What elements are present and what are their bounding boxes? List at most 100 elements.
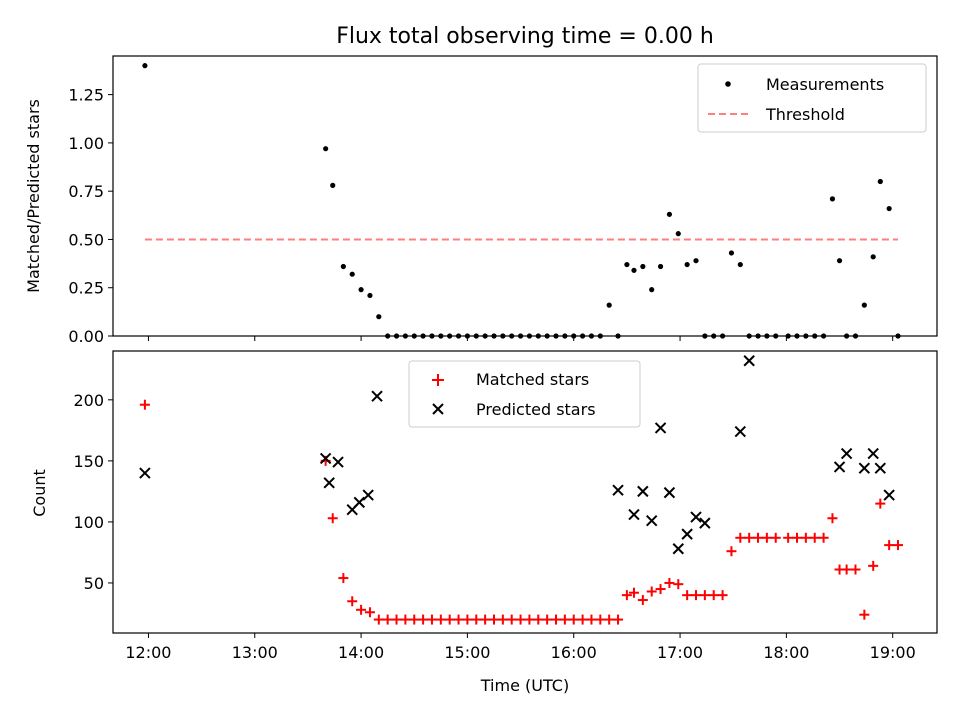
measurement-point — [631, 267, 637, 273]
measurement-point — [349, 271, 355, 277]
top-y-tick-label: 0.25 — [68, 279, 104, 298]
x-tick-label: 17:00 — [657, 643, 703, 662]
matched-star-point — [893, 540, 904, 551]
bottom-legend: Matched stars Predicted stars — [408, 360, 641, 428]
matched-star-point — [708, 590, 719, 601]
x-tick-label: 18:00 — [763, 643, 809, 662]
predicted-star-point — [681, 528, 693, 540]
bottom-y-tick-label: 150 — [73, 452, 104, 471]
top-y-tick-label: 0.75 — [68, 182, 104, 201]
matched-star-point — [382, 614, 393, 625]
matched-star-point — [850, 564, 861, 575]
measurement-point — [624, 261, 630, 268]
matched-star-point — [841, 564, 852, 575]
matched-star-point — [735, 532, 746, 543]
matched-star-point — [409, 614, 420, 625]
legend-predicted-marker — [432, 403, 444, 415]
top-plot-area — [142, 63, 901, 339]
matched-star-point — [859, 609, 870, 620]
legend-matched-marker — [432, 374, 444, 386]
predicted-star-point — [840, 447, 853, 460]
predicted-star-point — [743, 355, 755, 367]
predicted-star-point — [323, 477, 335, 489]
matched-star-point — [753, 532, 764, 543]
matched-star-point — [347, 596, 358, 607]
measurement-point — [340, 263, 346, 270]
matched-star-point — [868, 560, 879, 571]
x-tick-label: 13:00 — [232, 643, 278, 662]
matched-star-point — [827, 513, 838, 524]
measurement-point — [737, 261, 743, 268]
matched-star-point — [792, 532, 803, 543]
matched-star-point — [655, 584, 666, 595]
matched-star-point — [875, 498, 886, 509]
measurement-point — [684, 261, 690, 268]
top-y-tick-label: 1.25 — [68, 86, 104, 105]
predicted-star-point — [883, 489, 895, 501]
x-tick-label: 16:00 — [551, 643, 597, 662]
legend-measurements-label: Measurements — [766, 75, 884, 94]
matched-star-point — [621, 590, 632, 601]
measurement-point — [877, 178, 883, 185]
predicted-star-point — [353, 496, 366, 509]
matched-star-point — [809, 532, 820, 543]
matched-star-point — [577, 614, 588, 625]
measurement-point — [323, 146, 329, 152]
measurement-point — [606, 302, 612, 308]
matched-star-point — [637, 595, 648, 606]
matched-star-point — [462, 614, 473, 625]
matched-star-point — [338, 573, 349, 584]
predicted-star-point — [734, 425, 747, 438]
predicted-star-point — [654, 422, 667, 434]
measurement-point — [142, 63, 148, 69]
matched-star-point — [542, 614, 553, 625]
matched-star-point — [691, 590, 702, 601]
measurement-point — [829, 196, 836, 202]
measurement-point — [675, 231, 681, 237]
predicted-star-point — [332, 456, 344, 468]
predicted-star-point — [319, 452, 332, 465]
matched-star-point — [480, 614, 491, 625]
matched-star-point — [533, 614, 544, 625]
matched-star-point — [628, 587, 639, 598]
matched-star-point — [646, 586, 657, 597]
measurement-point — [376, 314, 382, 320]
measurement-point — [640, 263, 646, 270]
bottom-y-tick-label: 200 — [73, 391, 104, 410]
matched-star-point — [418, 614, 429, 625]
measurement-point — [861, 302, 867, 308]
top-y-tick-label: 0.00 — [68, 327, 104, 346]
matched-star-point — [426, 614, 437, 625]
bottom-y-axis-label: Count — [30, 469, 49, 517]
x-tick-label: 15:00 — [444, 643, 490, 662]
matched-star-point — [488, 614, 499, 625]
bottom-legend-box — [408, 360, 641, 428]
matched-star-point — [327, 513, 338, 524]
x-axis-label: Time (UTC) — [480, 676, 569, 695]
matched-star-point — [551, 614, 562, 625]
measurement-point — [693, 258, 699, 264]
x-tick-label: 14:00 — [338, 643, 384, 662]
predicted-star-point — [833, 461, 846, 473]
predicted-star-point — [663, 486, 676, 499]
matched-star-point — [761, 532, 772, 543]
matched-star-point — [400, 614, 411, 625]
measurement-point — [358, 287, 364, 293]
predicted-star-point — [371, 390, 383, 402]
matched-star-point — [453, 614, 464, 625]
matched-star-point — [139, 399, 150, 410]
measurement-point — [836, 258, 843, 264]
legend-threshold-label: Threshold — [765, 105, 845, 124]
predicted-star-point — [628, 508, 640, 521]
predicted-star-point — [637, 485, 649, 498]
predicted-star-point — [672, 543, 684, 555]
matched-star-point — [613, 614, 624, 625]
matched-star-point — [559, 614, 570, 625]
predicted-star-point — [612, 484, 624, 496]
measurement-point — [649, 287, 655, 293]
matched-star-point — [744, 532, 755, 543]
matched-star-point — [568, 614, 579, 625]
predicted-star-point — [645, 514, 658, 527]
matched-star-point — [391, 614, 402, 625]
top-y-tick-label: 0.50 — [68, 230, 104, 249]
